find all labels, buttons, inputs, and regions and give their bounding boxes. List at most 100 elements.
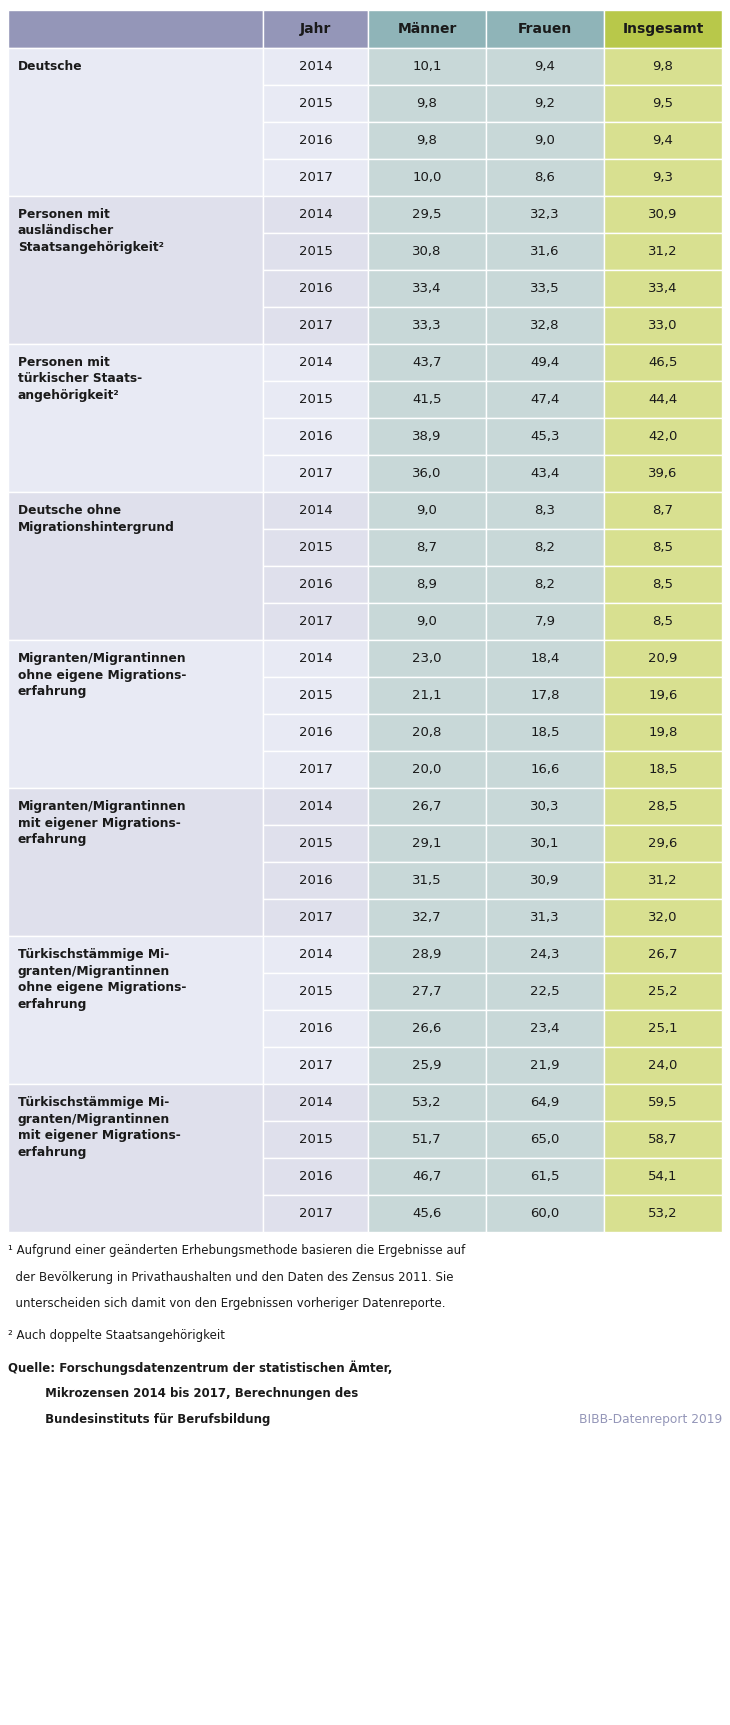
Bar	[263, 1195, 368, 1232]
Text: 31,6: 31,6	[530, 245, 560, 259]
Bar	[8, 1083, 263, 1232]
Text: 59,5: 59,5	[648, 1095, 677, 1109]
Bar	[263, 862, 368, 899]
Bar	[486, 343, 604, 381]
Bar	[486, 566, 604, 604]
Text: 2016: 2016	[299, 1170, 332, 1183]
Bar	[604, 48, 722, 85]
Text: 31,3: 31,3	[530, 911, 560, 925]
Text: 21,1: 21,1	[412, 688, 442, 702]
Text: 8,2: 8,2	[534, 578, 556, 592]
Text: 36,0: 36,0	[412, 467, 442, 480]
Text: 2015: 2015	[299, 688, 332, 702]
Bar	[8, 10, 263, 48]
Text: 2016: 2016	[299, 726, 332, 738]
Bar	[604, 1011, 722, 1047]
Text: Personen mit
türkischer Staats-
angehörigkeit²: Personen mit türkischer Staats- angehöri…	[18, 355, 142, 402]
Text: 10,1: 10,1	[412, 60, 442, 72]
Text: 18,4: 18,4	[530, 652, 560, 666]
Bar	[368, 566, 486, 604]
Bar	[486, 862, 604, 899]
Text: 38,9: 38,9	[412, 430, 442, 443]
Text: 2016: 2016	[299, 430, 332, 443]
Text: 28,5: 28,5	[648, 800, 677, 812]
Bar	[263, 640, 368, 676]
Bar	[604, 899, 722, 937]
Bar	[486, 1195, 604, 1232]
Text: 9,8: 9,8	[417, 97, 437, 110]
Text: 2015: 2015	[299, 837, 332, 850]
Text: 33,4: 33,4	[648, 281, 677, 295]
Text: 10,0: 10,0	[412, 171, 442, 185]
Bar	[263, 307, 368, 343]
Text: 2016: 2016	[299, 1021, 332, 1035]
Bar	[368, 1047, 486, 1083]
Text: 32,0: 32,0	[648, 911, 677, 925]
Bar	[486, 640, 604, 676]
Bar	[263, 85, 368, 122]
Bar	[368, 197, 486, 233]
Bar	[263, 1157, 368, 1195]
Bar	[604, 10, 722, 48]
Bar	[604, 381, 722, 417]
Text: 64,9: 64,9	[531, 1095, 560, 1109]
Text: 26,6: 26,6	[412, 1021, 442, 1035]
Text: 17,8: 17,8	[530, 688, 560, 702]
Text: 9,8: 9,8	[417, 135, 437, 147]
Text: 32,8: 32,8	[530, 319, 560, 331]
Text: 20,8: 20,8	[412, 726, 442, 738]
Bar	[263, 937, 368, 973]
Bar	[368, 271, 486, 307]
Text: 2016: 2016	[299, 875, 332, 887]
Bar	[368, 122, 486, 159]
Text: der Bevölkerung in Privathaushalten und den Daten des Zensus 2011. Sie: der Bevölkerung in Privathaushalten und …	[8, 1271, 453, 1283]
Text: 65,0: 65,0	[530, 1133, 560, 1145]
Bar	[486, 417, 604, 455]
Text: 9,0: 9,0	[534, 135, 556, 147]
Bar	[368, 492, 486, 530]
Bar	[263, 1121, 368, 1157]
Text: 33,3: 33,3	[412, 319, 442, 331]
Text: 20,9: 20,9	[648, 652, 677, 666]
Bar	[263, 343, 368, 381]
Text: 45,6: 45,6	[412, 1208, 442, 1220]
Bar	[8, 492, 263, 640]
Text: 22,5: 22,5	[530, 985, 560, 999]
Text: 33,5: 33,5	[530, 281, 560, 295]
Bar	[604, 1083, 722, 1121]
Text: 33,0: 33,0	[648, 319, 677, 331]
Bar	[368, 714, 486, 750]
Bar	[263, 159, 368, 197]
Text: 60,0: 60,0	[531, 1208, 560, 1220]
Bar	[604, 714, 722, 750]
Text: Quelle: Forschungsdatenzentrum der statistischen Ämter,: Quelle: Forschungsdatenzentrum der stati…	[8, 1359, 393, 1375]
Text: 39,6: 39,6	[648, 467, 677, 480]
Bar	[368, 862, 486, 899]
Text: Deutsche ohne
Migrationshintergrund: Deutsche ohne Migrationshintergrund	[18, 504, 175, 533]
Bar	[486, 48, 604, 85]
Bar	[263, 714, 368, 750]
Bar	[368, 604, 486, 640]
Text: 18,5: 18,5	[648, 762, 677, 776]
Text: 53,2: 53,2	[412, 1095, 442, 1109]
Bar	[486, 714, 604, 750]
Bar	[486, 1011, 604, 1047]
Bar	[604, 343, 722, 381]
Bar	[263, 455, 368, 492]
Text: 9,4: 9,4	[534, 60, 556, 72]
Text: 24,3: 24,3	[530, 949, 560, 961]
Bar	[604, 85, 722, 122]
Bar	[263, 530, 368, 566]
Bar	[486, 937, 604, 973]
Bar	[486, 1157, 604, 1195]
Text: 29,5: 29,5	[412, 209, 442, 221]
Bar	[263, 48, 368, 85]
Bar	[604, 492, 722, 530]
Text: 44,4: 44,4	[648, 393, 677, 405]
Bar	[8, 343, 263, 492]
Text: 8,5: 8,5	[653, 578, 674, 592]
Bar	[368, 233, 486, 271]
Bar	[368, 973, 486, 1011]
Text: 2015: 2015	[299, 393, 332, 405]
Bar	[604, 417, 722, 455]
